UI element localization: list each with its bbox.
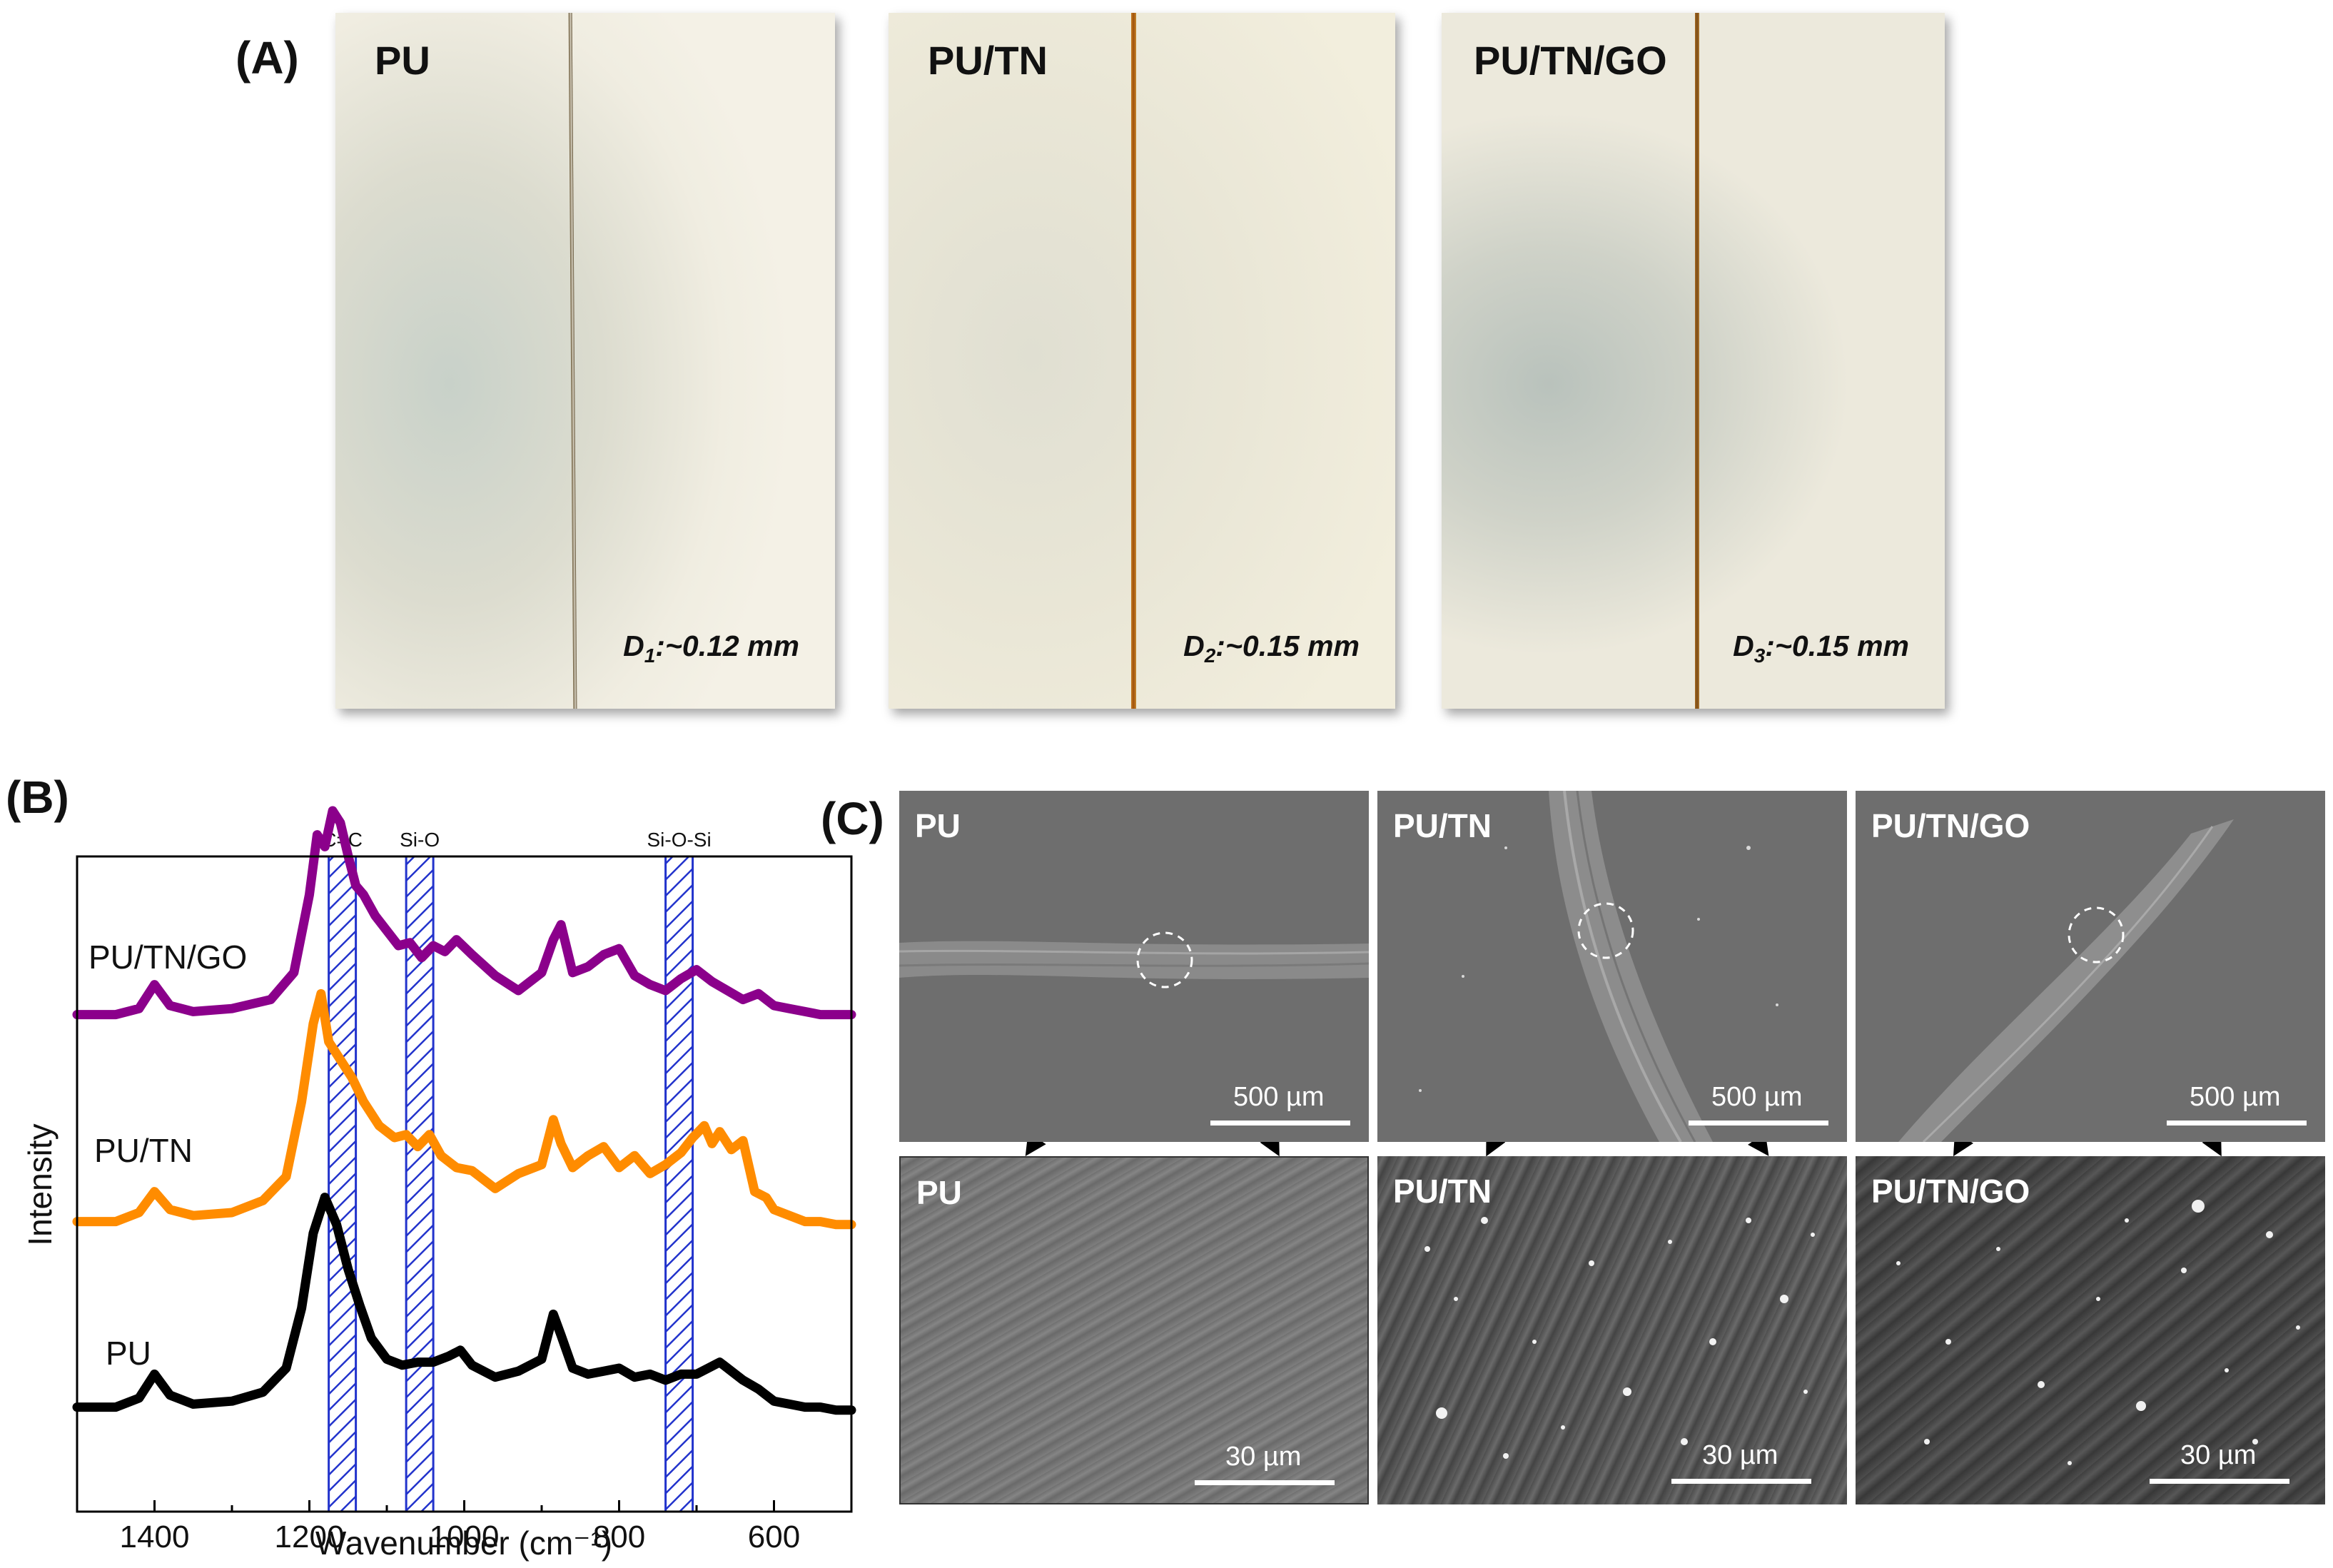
crack-line xyxy=(1695,13,1699,709)
sem-title: PU/TN xyxy=(1393,807,1492,844)
sem-pu-low-mag: PU 500 µm xyxy=(899,791,1369,1142)
band-1 xyxy=(405,855,435,1513)
x-tick-label: 1200 xyxy=(275,1519,345,1554)
band-0 xyxy=(328,855,358,1513)
scale-bar xyxy=(1671,1479,1811,1484)
scale-label: 30 µm xyxy=(1702,1440,1778,1470)
scale-bar xyxy=(2167,1121,2307,1126)
scale-label: 30 µm xyxy=(1225,1442,1302,1472)
sem-title: PU xyxy=(916,1174,962,1211)
x-tick-label: 600 xyxy=(748,1519,800,1554)
photo-pu: PU D1:~0.12 mm xyxy=(335,13,835,709)
sem-title: PU/TN xyxy=(1393,1173,1492,1210)
photo-title: PU/TN/GO xyxy=(1474,38,1667,83)
scale-label: 500 µm xyxy=(1711,1082,1803,1112)
series-label: PU/TN/GO xyxy=(88,939,247,976)
band-label: Si-O xyxy=(400,829,440,851)
sem-title: PU/TN/GO xyxy=(1871,807,2030,844)
x-tick-label: 1400 xyxy=(120,1519,190,1554)
panel-label-c: (C) xyxy=(821,793,884,844)
series-line xyxy=(72,988,856,1230)
series-label: PU xyxy=(106,1335,151,1372)
scale-bar xyxy=(2150,1479,2289,1484)
sem-title: PU xyxy=(915,807,961,844)
sem-pu-tn-go-high-mag: PU/TN/GO 30 µm xyxy=(1856,1156,2325,1504)
series-label: PU/TN xyxy=(94,1132,193,1169)
diameter-label: D1:~0.12 mm xyxy=(623,629,799,667)
x-tick-label: 1000 xyxy=(430,1519,500,1554)
crack-line xyxy=(1131,13,1136,709)
scale-label: 30 µm xyxy=(2180,1440,2257,1470)
photo-pu-tn: PU/TN D2:~0.15 mm xyxy=(889,13,1395,709)
photo-title: PU xyxy=(375,38,430,83)
scale-bar xyxy=(1195,1480,1335,1485)
photo-title: PU/TN xyxy=(928,38,1048,83)
band-label: Si-O-Si xyxy=(647,829,711,851)
sem-pu-tn-high-mag: PU/TN 30 µm xyxy=(1377,1156,1847,1504)
diameter-label: D3:~0.15 mm xyxy=(1733,629,1909,667)
scale-bar xyxy=(1689,1121,1828,1126)
photo-pu-tn-go: PU/TN/GO D3:~0.15 mm xyxy=(1442,13,1945,709)
sem-pu-high-mag: PU 30 µm xyxy=(899,1156,1369,1504)
sem-pu-tn-low-mag: PU/TN 500 µm xyxy=(1377,791,1847,1142)
sem-title: PU/TN/GO xyxy=(1871,1173,2030,1210)
band-2 xyxy=(664,855,694,1513)
series-line xyxy=(72,1193,856,1415)
y-axis-label: Intensity xyxy=(21,1123,59,1245)
scale-bar xyxy=(1210,1121,1350,1126)
scale-label: 500 µm xyxy=(1233,1082,1325,1112)
diameter-label: D2:~0.15 mm xyxy=(1183,629,1360,667)
x-tick-label: 800 xyxy=(593,1519,645,1554)
panel-label-a: (A) xyxy=(236,32,299,84)
sem-pu-tn-go-low-mag: PU/TN/GO 500 µm xyxy=(1856,791,2325,1142)
scale-label: 500 µm xyxy=(2190,1082,2281,1112)
panel-label-b: (B) xyxy=(6,772,69,823)
series-line xyxy=(72,806,856,1020)
x-axis-label: Wavenumber (cm⁻¹) xyxy=(315,1524,612,1562)
